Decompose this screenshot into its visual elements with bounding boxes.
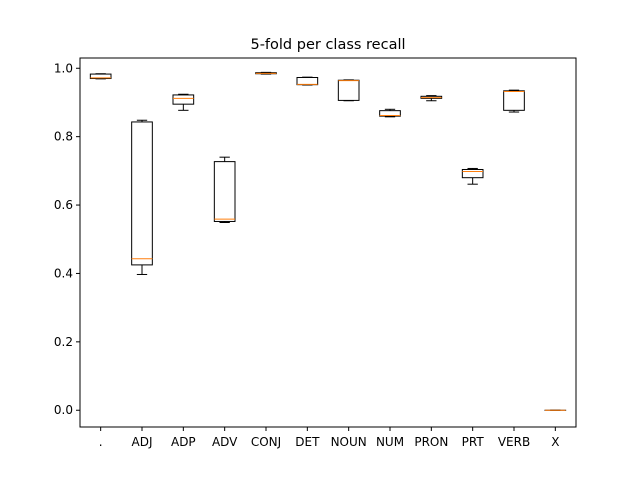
x-tick-label: PRON — [414, 435, 448, 449]
y-tick-label: 0.0 — [54, 403, 73, 417]
x-tick-label: NUM — [376, 435, 404, 449]
iqr-box — [131, 121, 153, 266]
box-noun — [337, 79, 360, 102]
x-axis: . ADJ ADP ADV CONJ DET NOUN NUM PRON PRT VERB X — [99, 427, 559, 449]
x-tick-label: X — [551, 435, 559, 449]
iqr-box — [89, 73, 112, 80]
iqr-box — [461, 168, 484, 179]
y-axis: 0.0 0.2 0.4 0.6 0.8 1.0 — [54, 61, 80, 417]
x-tick-label: NOUN — [331, 435, 367, 449]
y-tick-label: 0.8 — [54, 130, 73, 144]
chart-title: 5-fold per class recall — [250, 37, 405, 53]
box-adp — [172, 93, 195, 111]
x-tick-label: ADV — [212, 435, 238, 449]
box-adj — [131, 119, 153, 275]
x-tick-label: DET — [295, 435, 320, 449]
plot-area-frame — [79, 57, 577, 428]
x-tick-label: PRT — [462, 435, 485, 449]
iqr-box — [379, 110, 401, 117]
box-adv — [213, 156, 236, 223]
y-tick-label: 1.0 — [54, 61, 73, 75]
box-prt — [461, 167, 484, 185]
y-tick-label: 0.6 — [54, 198, 73, 212]
box-num — [379, 108, 401, 118]
x-tick-label: VERB — [498, 435, 530, 449]
iqr-box — [213, 161, 236, 222]
x-tick-label: . — [99, 435, 103, 449]
iqr-box — [172, 94, 195, 105]
box-pron — [420, 95, 443, 102]
boxes-group — [89, 71, 567, 411]
y-tick-label: 0.4 — [54, 266, 73, 280]
box-det — [296, 76, 319, 86]
y-tick-label: 0.2 — [54, 335, 73, 349]
box-punct — [89, 73, 112, 80]
x-tick-label: ADJ — [132, 435, 153, 449]
x-tick-label: ADP — [171, 435, 196, 449]
box-verb — [503, 89, 525, 113]
box-conj — [255, 71, 277, 75]
iqr-box — [503, 90, 525, 111]
x-tick-label: CONJ — [251, 435, 281, 449]
